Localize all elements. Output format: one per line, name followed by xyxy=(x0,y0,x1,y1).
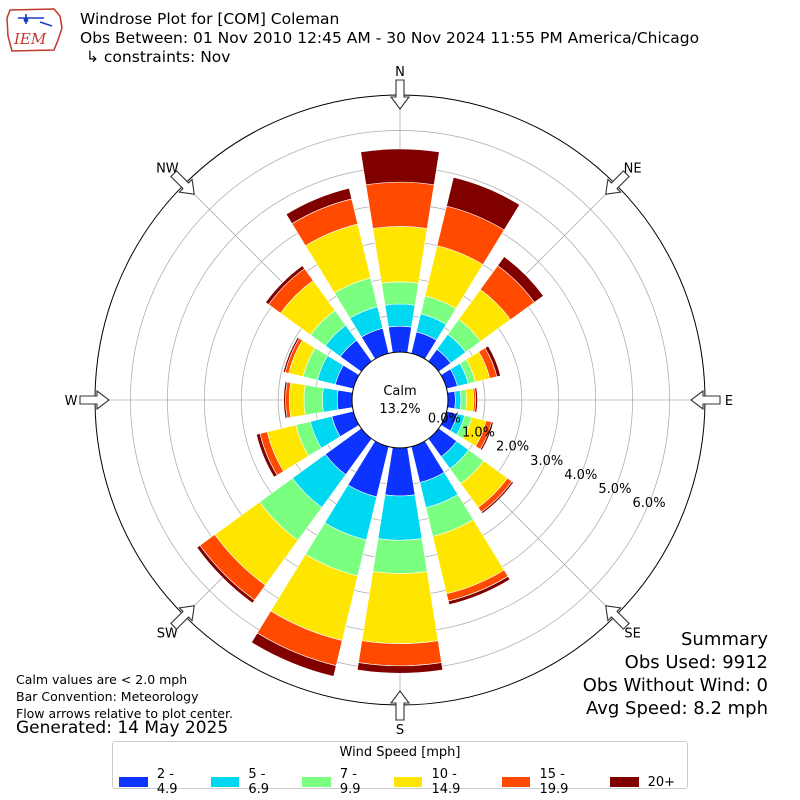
legend-item: 15 - 19.9 xyxy=(501,767,598,797)
legend-item: 10 - 14.9 xyxy=(393,767,490,797)
compass-label-se: SE xyxy=(624,627,640,642)
calm-value: 13.2% xyxy=(379,402,420,417)
legend-item: 7 - 9.9 xyxy=(302,767,382,797)
bar-n-bin3 xyxy=(381,281,419,306)
chart-title: Windrose Plot for [COM] Coleman Obs Betwe… xyxy=(80,10,699,67)
bar-se-bin6 xyxy=(480,480,514,514)
legend-label: 7 - 9.9 xyxy=(339,767,361,797)
legend-swatch xyxy=(393,777,423,787)
legend-label: 15 - 19.9 xyxy=(539,767,569,797)
generated-date: Generated: 14 May 2025 xyxy=(16,718,229,738)
bar-wnw-bin6 xyxy=(282,336,300,373)
bar-w-bin3 xyxy=(303,384,324,416)
svg-text:IEM: IEM xyxy=(13,30,47,48)
compass-label-n: N xyxy=(395,65,405,80)
bar-s-bin3 xyxy=(372,538,428,574)
bar-sw-bin6 xyxy=(196,544,256,604)
ring-label: 6.0% xyxy=(633,496,666,511)
bar-ssw-bin6 xyxy=(251,632,337,677)
ring-label: 0.0% xyxy=(428,411,461,426)
bar-ne-bin6 xyxy=(497,256,544,303)
bar-wsw-bin6 xyxy=(256,433,278,478)
flow-arrow-icon xyxy=(79,389,110,411)
title-line-3: ↳ constraints: Nov xyxy=(86,48,231,66)
legend-title: Wind Speed [mph] xyxy=(339,745,461,760)
bar-w-bin4 xyxy=(288,382,306,418)
bar-s-bin2 xyxy=(377,494,423,541)
bar-e-bin1 xyxy=(447,390,456,410)
legend-label: 20+ xyxy=(647,774,676,790)
bar-e-bin4 xyxy=(465,388,475,412)
title-line-1: Windrose Plot for [COM] Coleman xyxy=(80,10,340,28)
ring-label: 2.0% xyxy=(496,440,529,455)
legend-items: 2 - 4.9 5 - 6.9 7 - 9.9 10 - 14.9 15 - 19.9 2… xyxy=(119,767,687,797)
compass-label-w: W xyxy=(65,394,78,409)
bar-convention-note: Bar Convention: Meteorology xyxy=(16,689,199,704)
bar-nne-bin6 xyxy=(446,177,521,231)
obs-without-wind: Obs Without Wind: 0 xyxy=(582,675,768,696)
bar-s-bin1 xyxy=(384,447,416,497)
summary-title: Summary xyxy=(681,629,768,650)
legend-swatch xyxy=(119,777,148,787)
flow-arrow-icon xyxy=(389,690,411,721)
compass-label-sw: SW xyxy=(157,627,178,642)
bar-n-bin5 xyxy=(365,181,435,229)
legend-swatch xyxy=(609,777,639,787)
bar-ene-bin6 xyxy=(484,345,501,378)
flow-arrow-icon xyxy=(170,170,195,195)
flow-arrow-icon xyxy=(605,170,630,195)
avg-speed: Avg Speed: 8.2 mph xyxy=(586,698,768,719)
ring-label: 3.0% xyxy=(530,454,563,469)
legend: Wind Speed [mph] 2 - 4.9 5 - 6.9 7 - 9.9 10… xyxy=(112,741,688,797)
legend-item: 20+ xyxy=(609,767,676,797)
compass-label-ne: NE xyxy=(624,161,642,176)
bar-s-bin6 xyxy=(356,662,444,674)
legend-swatch xyxy=(302,777,331,787)
bar-e-bin2 xyxy=(454,390,462,410)
legend-label: 10 - 14.9 xyxy=(431,767,461,797)
flow-arrow-icon xyxy=(690,389,721,411)
bar-nnw-bin6 xyxy=(285,187,353,225)
compass-label-s: S xyxy=(396,723,404,738)
ring-label: 4.0% xyxy=(564,468,597,483)
bar-ese-bin6 xyxy=(479,421,494,451)
title-line-2: Obs Between: 01 Nov 2010 12:45 AM - 30 N… xyxy=(80,29,700,47)
summary-block: Summary Obs Used: 9912 Obs Without Wind:… xyxy=(583,628,768,720)
ring-label: 1.0% xyxy=(462,425,495,440)
flow-arrow-icon xyxy=(605,605,630,630)
obs-used: Obs Used: 9912 xyxy=(624,652,768,673)
bar-s-bin4 xyxy=(361,571,439,645)
iem-logo: IEM xyxy=(6,8,63,52)
calm-label: Calm xyxy=(383,384,416,399)
calm-note: Calm values are < 2.0 mph xyxy=(16,672,188,687)
bar-sse-bin6 xyxy=(447,575,511,606)
flow-arrow-icon xyxy=(170,605,195,630)
bar-w-bin1 xyxy=(336,389,353,411)
bar-s-bin5 xyxy=(358,640,442,667)
legend-label: 2 - 4.9 xyxy=(156,767,178,797)
notes: Calm values are < 2.0 mph Bar Convention… xyxy=(16,671,233,722)
legend-label: 5 - 6.9 xyxy=(248,767,270,797)
bar-w-bin6 xyxy=(283,381,288,419)
bar-nw-bin6 xyxy=(265,265,305,305)
legend-swatch xyxy=(210,777,240,787)
compass-label-e: E xyxy=(725,394,733,409)
legend-item: 2 - 4.9 xyxy=(119,767,199,797)
bar-n-bin2 xyxy=(384,303,416,328)
flow-arrow-icon xyxy=(389,79,411,110)
ring-label: 5.0% xyxy=(598,482,631,497)
flow-arrow-note: Flow arrows relative to plot center. xyxy=(16,706,233,721)
calm-circle xyxy=(351,351,449,449)
bar-n-bin1 xyxy=(388,325,412,353)
legend-swatch xyxy=(501,777,531,787)
bar-w-bin2 xyxy=(322,387,339,413)
bar-e-bin3 xyxy=(459,389,467,411)
legend-item: 5 - 6.9 xyxy=(210,767,291,797)
bar-n-bin4 xyxy=(372,226,428,284)
bar-e-bin6 xyxy=(474,387,478,413)
bar-n-bin6 xyxy=(360,148,440,186)
compass-label-nw: NW xyxy=(156,161,179,176)
